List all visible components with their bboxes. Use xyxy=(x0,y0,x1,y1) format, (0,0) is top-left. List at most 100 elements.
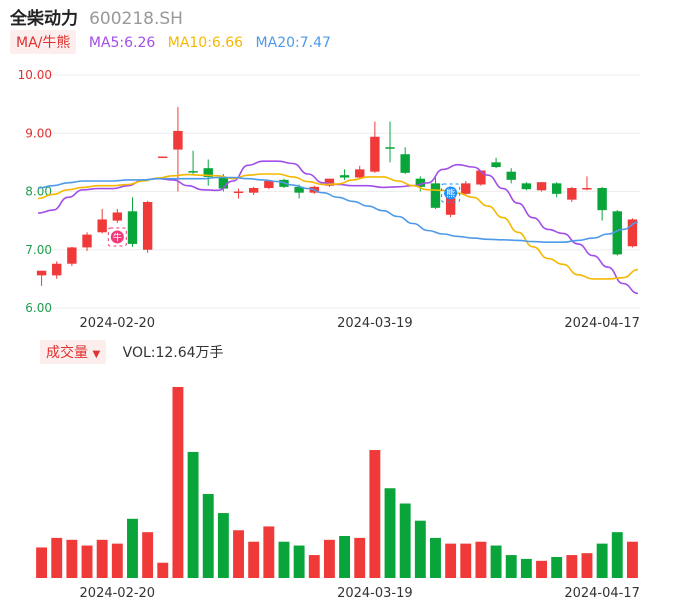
y-tick-label: 10.00 xyxy=(18,68,52,82)
y-tick-label: 7.00 xyxy=(25,243,52,257)
candle-body xyxy=(97,219,107,233)
y-tick-label: 6.00 xyxy=(25,301,52,315)
volume-bar xyxy=(111,543,123,578)
volume-bar xyxy=(384,488,396,578)
candle-body xyxy=(339,175,350,178)
volume-bar xyxy=(505,555,517,578)
volume-legend: 成交量 ▼ VOL:12.64万手 xyxy=(40,340,224,364)
candle-body xyxy=(521,183,532,190)
candle-body xyxy=(294,186,304,193)
bear-icon xyxy=(444,186,458,200)
candle-body xyxy=(67,247,77,264)
candle-body xyxy=(461,183,471,194)
ma-tag[interactable]: MA/牛熊 xyxy=(10,30,77,54)
candle-body xyxy=(551,183,562,194)
candle-body xyxy=(324,178,335,186)
volume-bar xyxy=(172,387,184,578)
candle-body xyxy=(248,188,259,193)
volume-series xyxy=(36,387,638,578)
volume-bar xyxy=(551,556,563,578)
volume-bar xyxy=(323,539,335,578)
candle-body xyxy=(264,181,274,189)
stock-name: 全柴动力 xyxy=(10,9,78,29)
price-y-axis: 10.00 9.00 8.00 7.00 6.00 xyxy=(18,68,52,315)
candle-body xyxy=(385,147,395,149)
volume-x-tick-label: 2024-04-17 xyxy=(564,586,640,601)
signal-markers: 牛熊 xyxy=(107,183,461,247)
candle-body xyxy=(355,169,365,178)
dropdown-arrow-icon: ▼ xyxy=(92,349,101,360)
volume-bar xyxy=(293,545,305,578)
volume-bar xyxy=(263,526,275,578)
volume-bar xyxy=(308,555,320,578)
volume-bar xyxy=(581,553,593,578)
volume-bar xyxy=(51,537,63,578)
y-tick-label: 9.00 xyxy=(25,126,52,140)
volume-bar xyxy=(369,450,381,578)
candle-body xyxy=(476,170,486,185)
volume-bar xyxy=(233,530,244,578)
stock-code: 600218.SH xyxy=(89,9,183,29)
candle-body xyxy=(536,182,547,191)
volume-bar xyxy=(187,451,199,578)
candle-body xyxy=(597,188,607,211)
candle-body xyxy=(612,211,622,255)
volume-bar xyxy=(536,560,547,578)
volume-bar xyxy=(626,541,638,578)
candle-body xyxy=(370,136,380,172)
volume-bar xyxy=(414,520,426,578)
candle-body xyxy=(173,130,183,150)
bull-icon xyxy=(110,230,124,244)
volume-bar xyxy=(217,513,229,578)
candle-body xyxy=(582,188,592,190)
volume-x-tick-label: 2024-02-20 xyxy=(80,586,156,601)
candle-body xyxy=(233,191,244,193)
x-tick-label: 2024-02-20 xyxy=(80,316,156,331)
price-grid xyxy=(34,74,640,309)
volume-bar xyxy=(36,547,48,578)
ma5-label: MA5:6.26 xyxy=(88,35,156,51)
volume-bar xyxy=(596,543,608,578)
volume-bar xyxy=(354,537,366,578)
volume-bar xyxy=(490,545,502,578)
candle-body xyxy=(36,270,47,276)
volume-bar xyxy=(520,558,532,578)
volume-x-tick-label: 2024-03-19 xyxy=(337,586,413,601)
candle-body xyxy=(430,183,441,208)
ma10-label: MA10:6.66 xyxy=(167,35,244,51)
price-x-axis: 2024-02-20 2024-03-19 2024-04-17 xyxy=(80,316,640,331)
candle-body xyxy=(203,168,213,177)
ma10-line xyxy=(37,173,639,280)
volume-bar xyxy=(202,493,214,578)
volume-bar xyxy=(445,543,457,578)
candle-body xyxy=(627,219,638,247)
volume-bar xyxy=(278,541,290,578)
volume-value: VOL:12.64万手 xyxy=(122,345,224,361)
candle-body xyxy=(567,188,577,200)
ma20-label: MA20:7.47 xyxy=(255,35,331,51)
volume-bar xyxy=(430,537,441,578)
volume-bar xyxy=(66,539,78,578)
volume-bar xyxy=(157,562,169,578)
candle-body xyxy=(158,156,168,159)
volume-bar xyxy=(248,541,260,578)
candle-body xyxy=(188,171,198,173)
ma-legend: MA/牛熊 MA5:6.26 MA10:6.66 MA20:7.47 xyxy=(10,30,331,54)
candle-body xyxy=(218,176,229,189)
candle-body xyxy=(142,201,153,250)
candlestick-series xyxy=(36,107,638,286)
volume-tag[interactable]: 成交量 ▼ xyxy=(40,340,107,364)
volume-bar xyxy=(475,541,487,578)
candle-body xyxy=(82,234,92,248)
volume-x-axis: 2024-02-20 2024-03-19 2024-04-17 xyxy=(80,586,640,601)
candle-body xyxy=(52,263,62,276)
volume-bar xyxy=(566,555,578,578)
candle-body xyxy=(400,154,410,173)
candle-body xyxy=(127,211,138,244)
candle-body xyxy=(112,212,123,221)
x-tick-label: 2024-03-19 xyxy=(337,316,413,331)
volume-bar xyxy=(611,532,623,578)
candle-body xyxy=(491,162,501,168)
header: 全柴动力 600218.SH xyxy=(10,4,183,29)
